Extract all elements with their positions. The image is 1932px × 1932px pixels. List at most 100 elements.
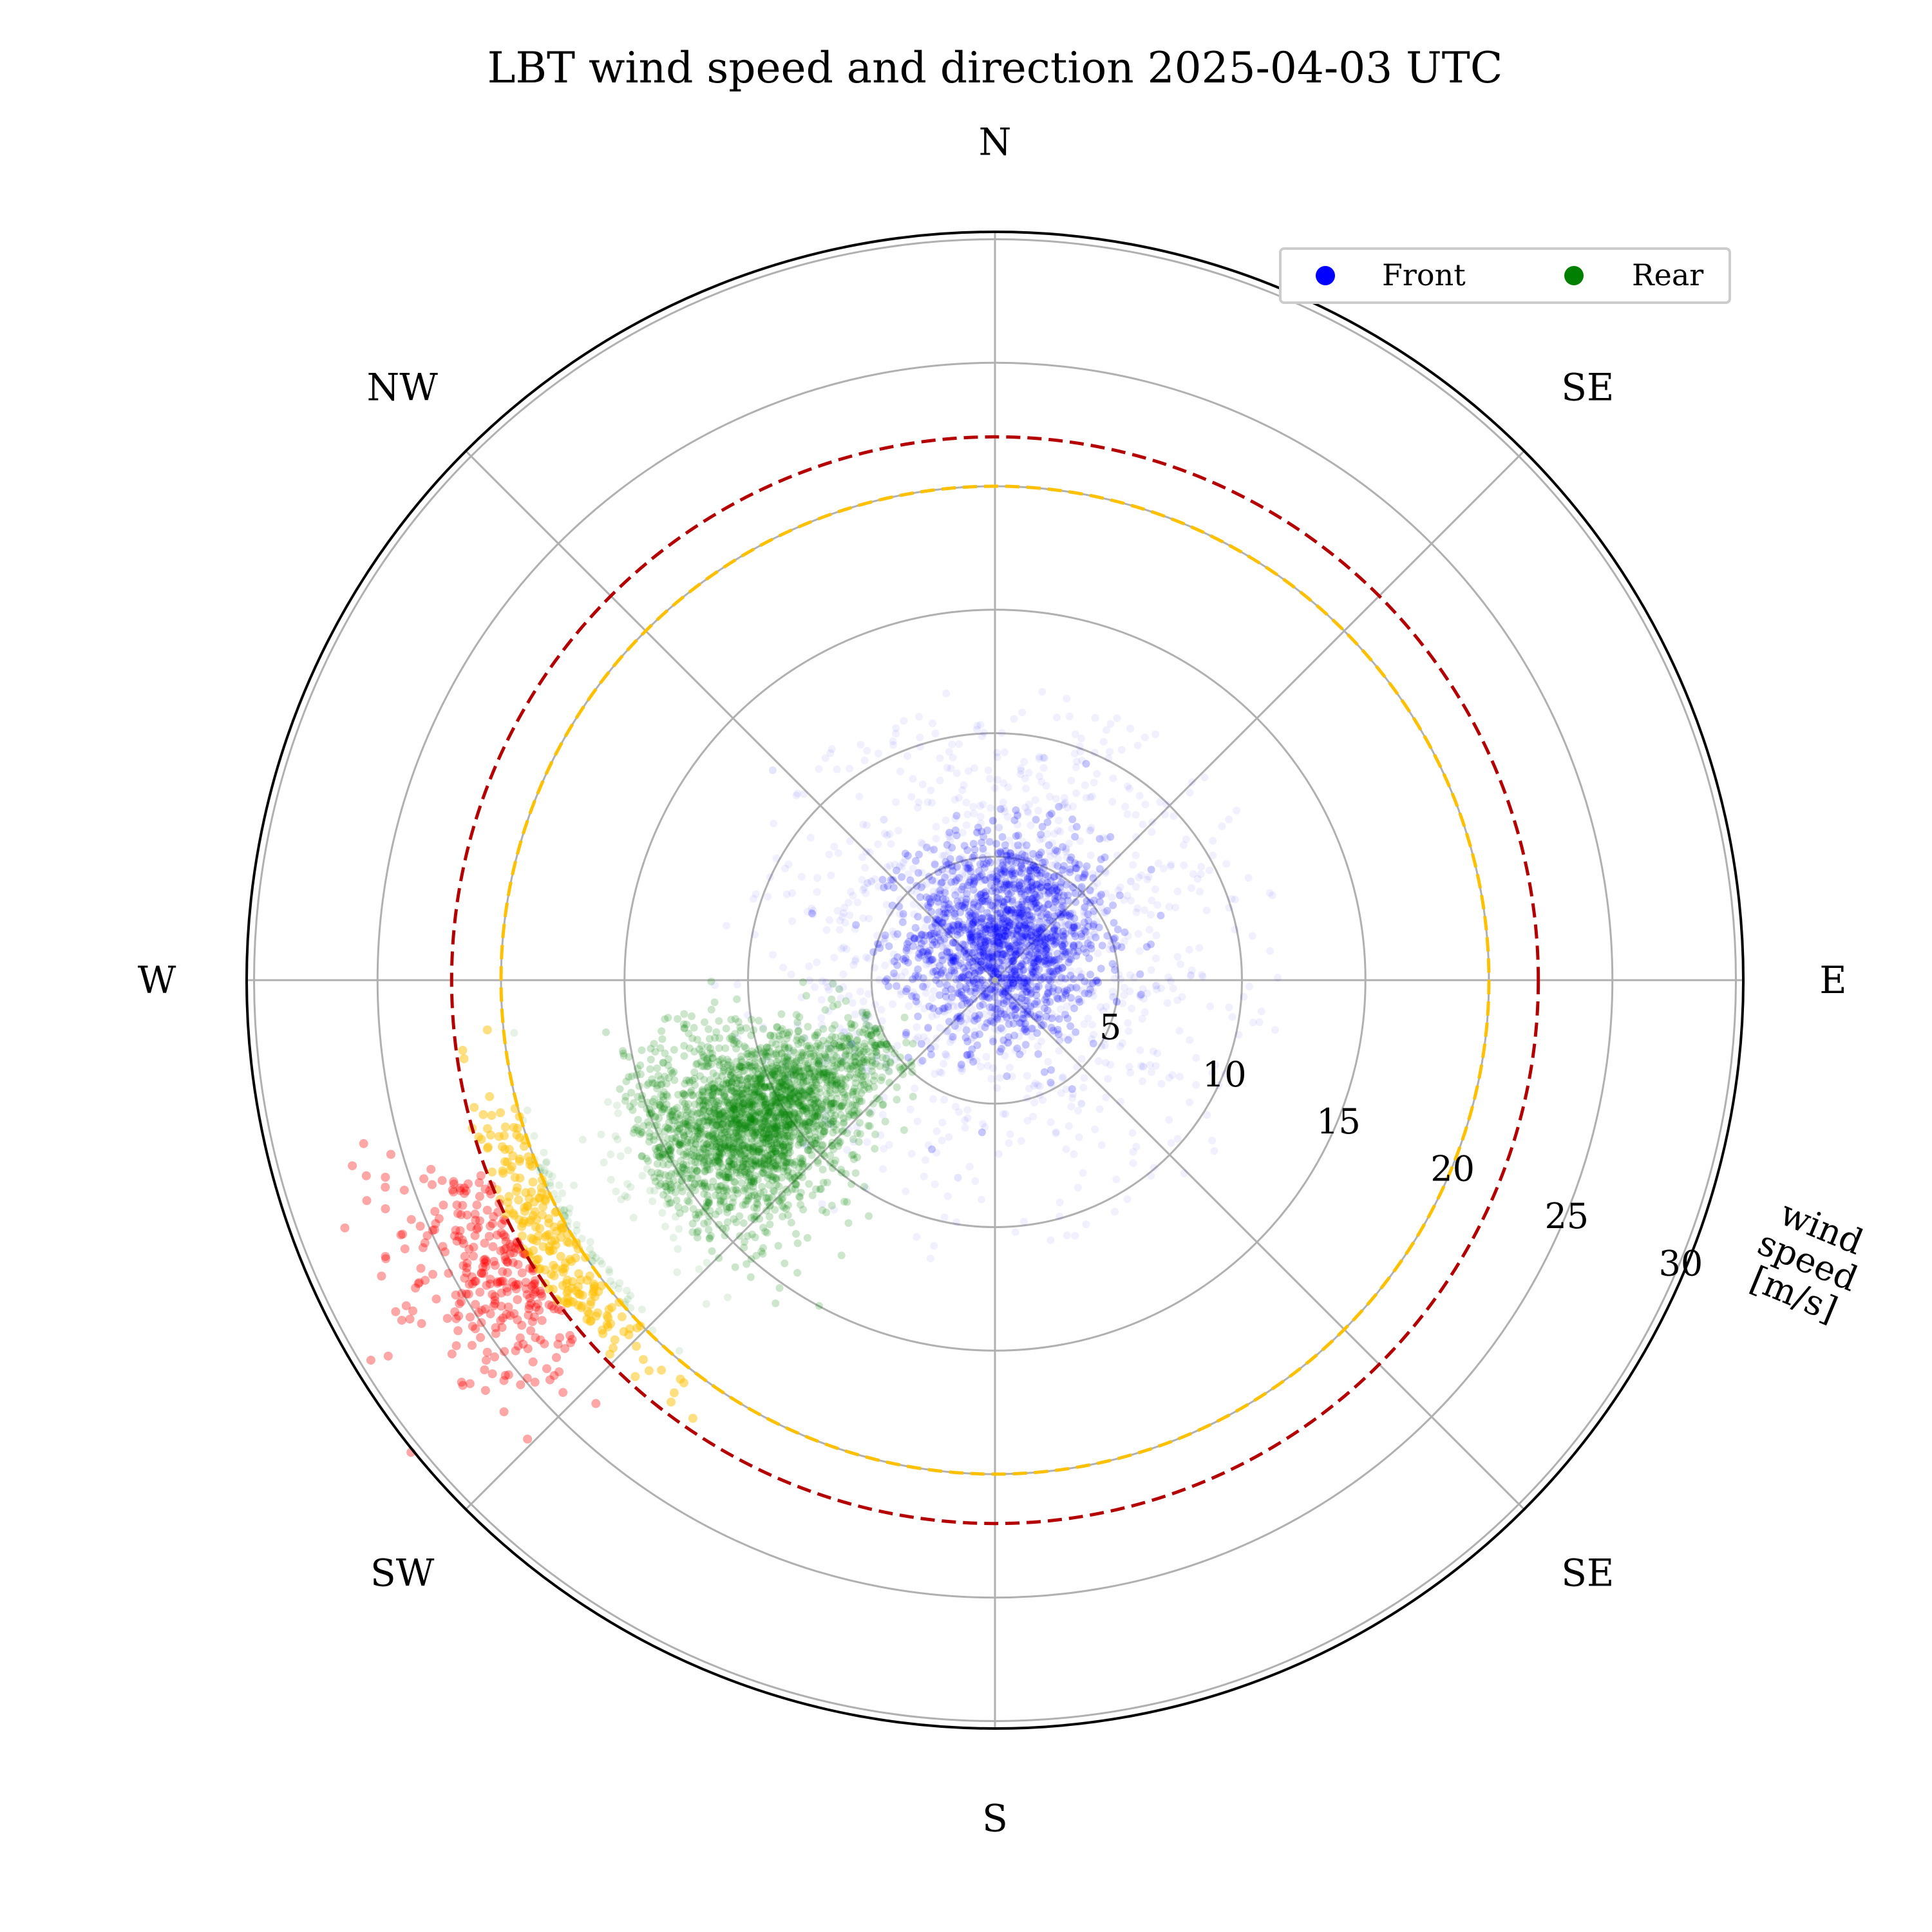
rear-point	[701, 1018, 708, 1027]
front-point	[951, 795, 959, 804]
front-point	[1086, 941, 1095, 949]
rear-point	[781, 1259, 789, 1267]
front-point	[1086, 827, 1094, 835]
front-point	[1103, 907, 1112, 915]
front-point	[1052, 967, 1061, 975]
front-point	[938, 878, 946, 886]
front-point	[1024, 893, 1032, 901]
front-point	[863, 746, 871, 755]
front-point	[969, 933, 977, 942]
rear-point	[687, 1012, 696, 1020]
rear-point	[657, 1365, 667, 1375]
rear-point	[844, 1014, 852, 1022]
front-point	[1038, 688, 1046, 696]
front-point	[1070, 750, 1079, 758]
rear-point	[630, 1125, 638, 1133]
rear-point	[570, 1181, 578, 1189]
front-point	[980, 920, 989, 929]
front-point	[1056, 1198, 1064, 1207]
front-point	[1033, 998, 1041, 1006]
front-point	[994, 999, 1003, 1008]
front-point	[1012, 993, 1020, 1001]
front-point	[923, 1025, 932, 1033]
front-point	[951, 886, 959, 895]
front-point	[996, 942, 1004, 950]
front-point	[1066, 909, 1074, 918]
front-point	[1032, 815, 1040, 824]
front-point	[992, 927, 1000, 936]
front-point	[1034, 944, 1042, 952]
front-point	[994, 857, 1002, 866]
front-point	[1019, 966, 1028, 974]
front-point	[926, 931, 934, 939]
front-point	[1030, 1025, 1038, 1033]
front-point	[967, 938, 976, 946]
front-point	[951, 912, 959, 920]
front-point	[974, 931, 982, 940]
front-point	[1002, 907, 1010, 916]
front-point	[914, 913, 922, 921]
front-point	[889, 741, 898, 749]
rear-point	[348, 1161, 357, 1171]
front-point	[1028, 895, 1036, 903]
front-point	[1017, 929, 1025, 937]
front-point	[1058, 994, 1066, 1003]
front-point	[1148, 1068, 1156, 1076]
front-point	[1053, 714, 1061, 722]
front-point	[994, 970, 1003, 978]
front-point	[951, 878, 959, 886]
front-point	[1003, 880, 1011, 888]
front-point	[985, 994, 993, 1002]
front-point	[1007, 881, 1015, 889]
front-point	[1036, 1015, 1044, 1023]
front-point	[1113, 925, 1122, 934]
rear-point	[607, 1150, 615, 1159]
front-point	[1060, 862, 1068, 870]
front-point	[976, 936, 985, 944]
rear-point	[797, 1132, 806, 1140]
front-point	[958, 923, 967, 931]
front-point	[949, 956, 958, 965]
front-point	[976, 813, 985, 821]
front-point	[953, 862, 961, 871]
rear-point	[627, 1303, 635, 1312]
front-point	[980, 925, 989, 934]
front-point	[1065, 1122, 1073, 1130]
front-point	[1055, 802, 1063, 811]
front-point	[1032, 880, 1040, 889]
front-point	[1082, 949, 1090, 957]
front-point	[978, 976, 987, 985]
front-point	[972, 974, 981, 983]
front-point	[960, 879, 968, 887]
front-point	[998, 977, 1006, 985]
front-point	[1028, 973, 1037, 981]
front-point	[918, 948, 927, 956]
front-point	[1070, 929, 1078, 938]
front-point	[1050, 924, 1058, 933]
front-point	[996, 931, 1003, 938]
rear-point	[778, 1025, 786, 1033]
front-point	[781, 1059, 789, 1068]
front-point	[887, 876, 895, 884]
front-point	[1015, 993, 1023, 1001]
front-point	[1039, 960, 1048, 968]
front-point	[1090, 748, 1099, 757]
front-point	[906, 1105, 914, 1113]
front-point	[961, 941, 969, 949]
front-point	[1001, 926, 1009, 934]
front-point	[956, 945, 964, 953]
front-point	[1027, 931, 1036, 939]
front-point	[1036, 893, 1044, 902]
front-point	[1162, 800, 1171, 809]
front-point	[903, 940, 911, 948]
front-point	[932, 877, 940, 886]
front-point	[962, 985, 971, 993]
front-point	[969, 967, 977, 975]
front-point	[949, 956, 957, 965]
rear-point	[734, 1189, 742, 1198]
front-point	[1004, 943, 1012, 951]
front-point	[988, 929, 996, 937]
front-point	[1048, 839, 1057, 847]
front-point	[976, 967, 984, 976]
front-point	[1097, 891, 1105, 898]
